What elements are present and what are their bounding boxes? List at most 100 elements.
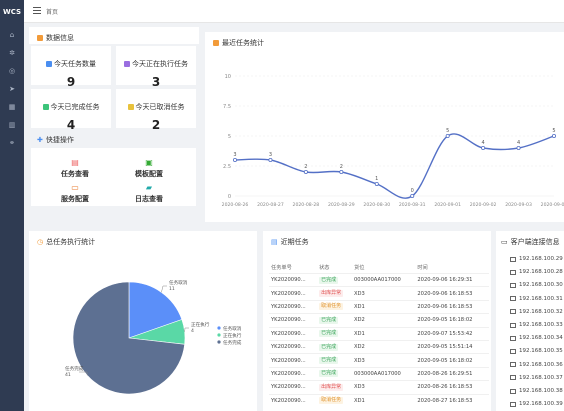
client-ip-item[interactable]: 192.168.100.29 [510, 256, 563, 262]
menu-toggle-icon[interactable] [33, 7, 41, 16]
document-icon: ▤ [71, 158, 79, 167]
status-cell: 已完成 [317, 313, 352, 328]
sidebar: WCS ⌂ ✲ ◎ ➤ ▦ ▥ ⚭ [0, 0, 24, 411]
client-ip-item[interactable]: 192.168.100.30 [510, 282, 563, 288]
recent-tasks-table: 任务单号 状态 货位 时间 YK2020090... 已完成 003000AA017000… [269, 261, 489, 407]
stat-icon [42, 104, 49, 110]
status-badge: 已完成 [319, 316, 339, 324]
status-badge: 已完成 [319, 276, 339, 284]
time-cell: 2020-09-07 15:53:42 [415, 326, 489, 341]
stat-value: 4 [66, 118, 76, 132]
stat-icon [124, 61, 130, 67]
data-label: 2 [340, 164, 343, 170]
x-tick-label: 2020-09-04 [541, 202, 564, 208]
loc-cell: XD1 [352, 393, 416, 407]
id-cell: YK2020090... [269, 353, 318, 368]
table-row[interactable]: YK2020090... 取消任务 XD1 2020-09-06 16:18:53 [269, 299, 489, 314]
status-cell: 已完成 [317, 366, 352, 381]
table-row[interactable]: YK2020090... 出库异常 XD3 2020-09-06 16:18:53 [269, 286, 489, 301]
data-label: 4 [517, 140, 520, 146]
column-header[interactable]: 时间 [417, 264, 428, 271]
table-row[interactable]: YK2020090... 已完成 003000AA017000 2020-08-26 … [269, 366, 489, 381]
total-stats-title: 总任务执行统计 [46, 238, 96, 246]
list-icon: ▤ [271, 238, 278, 246]
stat-label: 今天已完成任务 [50, 103, 100, 111]
table-row[interactable]: YK2020090... 已完成 XD2 2020-09-05 15:51:14 [269, 339, 489, 354]
table-row[interactable]: YK2020090... 取消任务 XD1 2020-08-27 16:18:53 [269, 393, 489, 407]
send-icon[interactable]: ➤ [9, 84, 15, 93]
quick-op-task-view[interactable]: ▤ 任务查看 [45, 158, 105, 179]
slice-value: 41 [65, 372, 71, 378]
data-point [516, 146, 521, 151]
table-row[interactable]: YK2020090... 已完成 XD2 2020-09-05 16:18:02 [269, 313, 489, 328]
monitor-icon: ▭ [501, 238, 508, 246]
link-icon[interactable]: ⚭ [9, 138, 15, 147]
monitor-icon [510, 335, 516, 341]
globe-icon[interactable]: ◎ [8, 66, 16, 75]
breadcrumb[interactable]: 首页 [46, 9, 59, 16]
quick-op-service-config[interactable]: ▭ 服务配置 [45, 183, 105, 204]
data-point [481, 146, 486, 151]
y-tick-label: 7.5 [223, 104, 231, 110]
data-info-icon [37, 35, 43, 41]
time-cell: 2020-09-05 16:18:02 [415, 313, 489, 328]
monitor-icon: ▭ [71, 183, 79, 192]
time-cell: 2020-08-26 16:29:51 [415, 366, 489, 381]
column-header[interactable]: 状态 [319, 264, 330, 271]
data-label: 2 [304, 164, 307, 170]
client-ip-item[interactable]: 192.168.100.36 [510, 362, 563, 368]
client-ip-item[interactable]: 192.168.100.34 [510, 335, 563, 341]
client-ip-label: 192.168.100.36 [519, 361, 563, 368]
gear-icon[interactable]: ✲ [9, 48, 15, 57]
table-row[interactable]: YK2020090... 已完成 003000AA017000 2020-09-06 … [269, 272, 489, 287]
table-row[interactable]: YK2020090... 已完成 XD1 2020-09-07 15:53:42 [269, 326, 489, 341]
time-cell: 2020-09-05 16:18:02 [415, 353, 489, 368]
client-ip-item[interactable]: 192.168.100.37 [510, 375, 563, 381]
client-ip-label: 192.168.100.34 [519, 335, 563, 342]
quick-op-log-view[interactable]: ▰ 日志查看 [119, 183, 179, 204]
status-cell: 出库异常 [317, 380, 352, 395]
legend-label: 任务完成 [223, 339, 242, 346]
quick-ops-header: ✚ 快捷操作 [29, 132, 199, 146]
bar-chart-icon[interactable]: ▥ [8, 120, 16, 129]
top-bar: 首页 [24, 0, 564, 23]
series-line [234, 133, 555, 199]
status-cell: 已完成 [317, 339, 352, 354]
client-ip-item[interactable]: 192.168.100.35 [510, 348, 563, 354]
column-header[interactable]: 任务单号 [271, 264, 292, 271]
client-ip-item[interactable]: 192.168.100.33 [510, 322, 563, 328]
data-label: 3 [269, 152, 272, 158]
client-ip-label: 192.168.100.38 [519, 388, 563, 394]
table-row[interactable]: YK2020090... 出库异常 XD3 2020-08-26 16:18:53 [269, 380, 489, 395]
monitor-icon [510, 309, 516, 315]
id-cell: YK2020090... [269, 299, 318, 314]
stat-label: 今天已取消任务 [135, 103, 185, 111]
stat-card-done: 今天已完成任务 4 [31, 89, 111, 132]
monitor-icon [510, 401, 516, 407]
id-cell: YK2020090... [269, 313, 318, 328]
legend-marker [217, 326, 221, 330]
column-header[interactable]: 货位 [354, 264, 365, 271]
status-badge: 出库异常 [319, 383, 344, 391]
client-links-title: 客户端连接信息 [510, 238, 560, 246]
x-tick-label: 2020-09-01 [434, 202, 461, 208]
client-ip-item[interactable]: 192.168.100.38 [510, 388, 563, 394]
client-ip-item[interactable]: 192.168.100.39 [510, 401, 563, 407]
monitor-icon [510, 269, 516, 275]
quick-op-template-config[interactable]: ▣ 模板配置 [119, 158, 179, 179]
slice-label: 任务完成 [65, 365, 84, 372]
id-cell: YK2020090... [269, 326, 318, 341]
puzzle-icon: ✚ [37, 136, 43, 144]
status-cell: 出库异常 [317, 286, 352, 301]
home-icon[interactable]: ⌂ [9, 30, 15, 39]
client-ip-item[interactable]: 192.168.100.28 [510, 269, 563, 275]
client-ip-item[interactable]: 192.168.100.32 [510, 309, 563, 315]
table-row[interactable]: YK2020090... 已完成 XD3 2020-09-05 16:18:02 [269, 353, 489, 368]
stat-icon [127, 104, 134, 110]
id-cell: YK2020090... [269, 272, 318, 287]
client-ip-item[interactable]: 192.168.100.31 [510, 296, 563, 302]
loc-cell: XD2 [352, 339, 416, 354]
total-stats-panel: ◷ 总任务执行统计 任务取消 11 正在执行 4 任务完成 41 任务取消 正在执行 任务完成 [29, 231, 257, 411]
client-ip-label: 192.168.100.31 [519, 295, 563, 302]
database-icon[interactable]: ▦ [8, 102, 16, 111]
